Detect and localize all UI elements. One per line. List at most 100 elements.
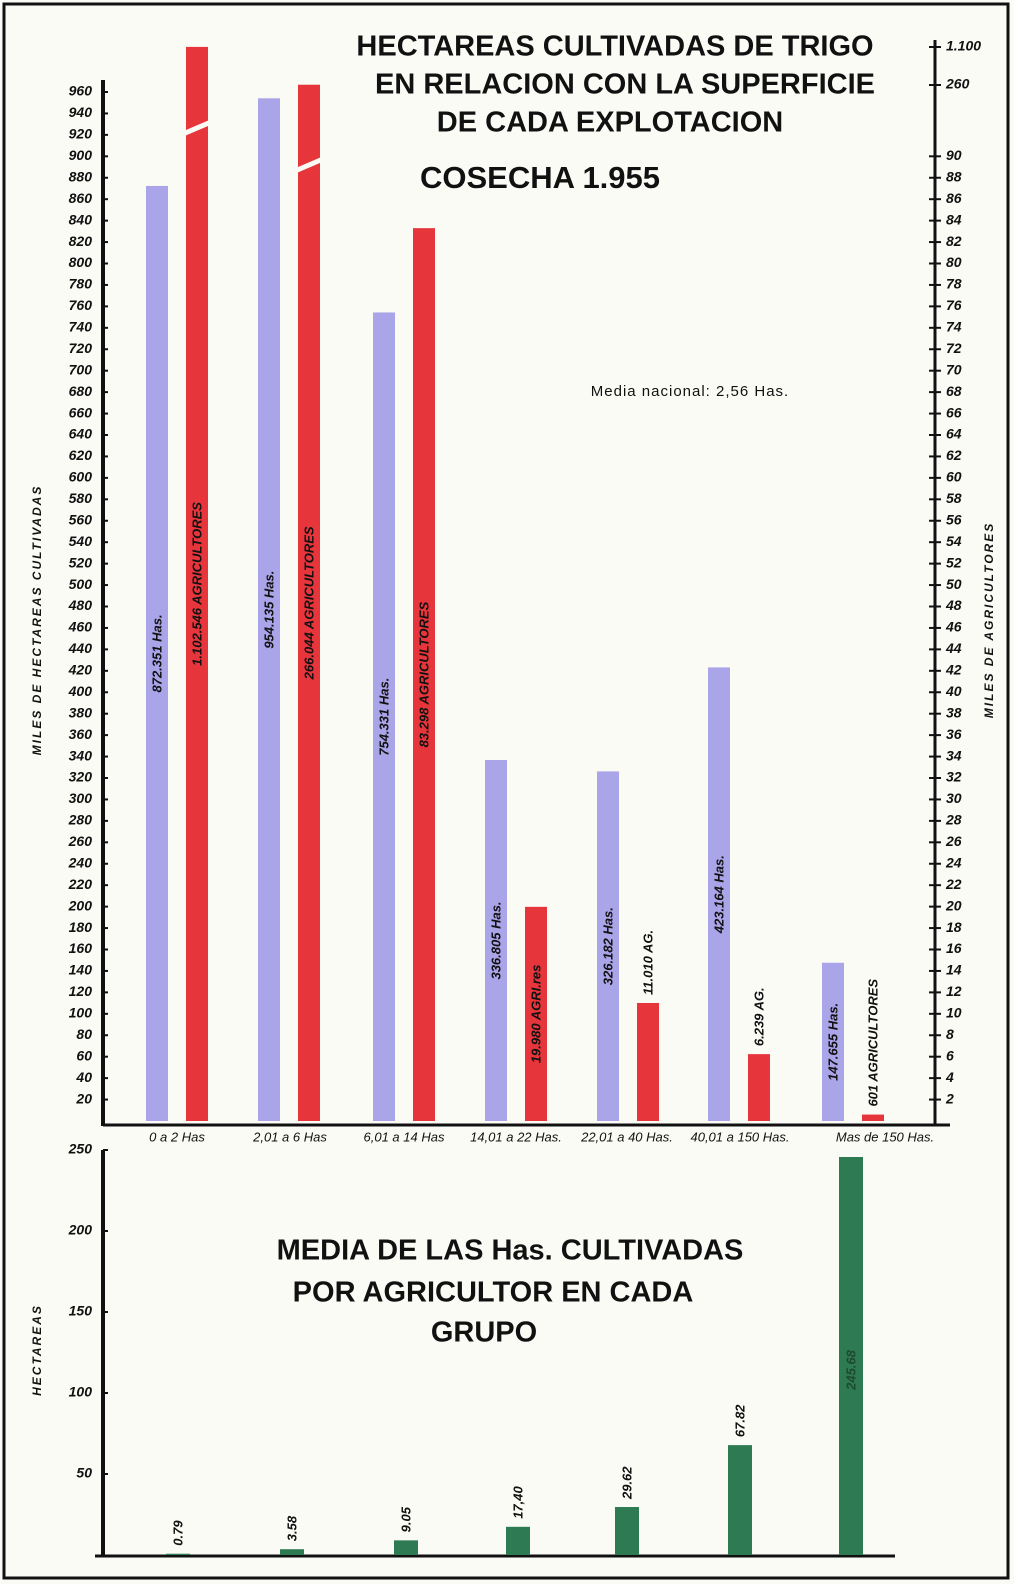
- y-tick-label: 440: [68, 640, 93, 656]
- bar: [597, 771, 619, 1121]
- y2-tick-label: 38: [946, 704, 962, 720]
- y2-tick-label: 68: [946, 383, 962, 399]
- y2-tick-label: 34: [946, 747, 962, 763]
- y2-tick-label: 90: [946, 147, 962, 163]
- y-tick-label: 20: [75, 1090, 92, 1106]
- value-label: 29.62: [619, 1466, 634, 1500]
- bar: [506, 1526, 530, 1555]
- y-tick-label: 250: [68, 1141, 93, 1157]
- y2-tick-label: 58: [946, 490, 962, 506]
- y-tick-label: 80: [76, 1026, 92, 1042]
- x-tick-label: 0 a 2 Has: [149, 1129, 205, 1144]
- y-tick-label: 340: [69, 747, 93, 763]
- y-axis-label: HECTAREAS: [30, 1304, 44, 1396]
- y2-tick-label: 44: [945, 640, 962, 656]
- y2-tick-label: 86: [946, 190, 962, 206]
- value-label: 9.05: [398, 1506, 413, 1532]
- y-tick-label: 160: [69, 940, 93, 956]
- axis-break: [294, 156, 324, 174]
- y-tick-label: 220: [68, 876, 93, 892]
- y-tick-label: 900: [69, 147, 93, 163]
- y2-tick-label: 50: [946, 576, 962, 592]
- title-line: HECTAREAS CULTIVADAS DE TRIGO: [356, 31, 873, 63]
- y-tick-label: 760: [69, 297, 93, 313]
- value-label: 17,40: [510, 1486, 525, 1519]
- y2-tick-label: 12: [946, 983, 962, 999]
- y-tick-label: 50: [76, 1465, 92, 1481]
- y-tick-label: 40: [75, 1069, 92, 1085]
- value-label: 423.164 Has.: [711, 855, 726, 934]
- value-label: 147.655 Has.: [825, 1003, 840, 1081]
- y2-tick-label: 14: [946, 962, 962, 978]
- value-label: 872.351 Has.: [149, 614, 164, 692]
- y-tick-label: 880: [69, 168, 93, 184]
- value-label: 954.135 Has.: [261, 571, 276, 649]
- y2-tick-label: 2: [945, 1090, 954, 1106]
- bar: [373, 312, 395, 1122]
- y2-tick-label: 260: [945, 76, 970, 92]
- y-tick-label: 700: [69, 361, 93, 377]
- y2-tick-label: 80: [946, 254, 962, 270]
- bar: [394, 1540, 418, 1555]
- value-label: 83.298 AGRICULTORES: [416, 601, 431, 747]
- y2-tick-label: 52: [946, 554, 962, 570]
- y-tick-label: 840: [69, 211, 93, 227]
- value-label: 336.805 Has.: [488, 901, 503, 979]
- y-tick-label: 260: [68, 833, 93, 849]
- y-axis-label: MILES DE HECTAREAS CULTIVADAS: [30, 485, 44, 756]
- y-tick-label: 180: [69, 919, 93, 935]
- y-tick-label: 420: [68, 662, 93, 678]
- y-tick-label: 120: [69, 983, 93, 999]
- y-tick-label: 960: [69, 83, 93, 99]
- y-tick-label: 60: [76, 1047, 92, 1063]
- y-tick-label: 820: [69, 233, 93, 249]
- y-tick-label: 240: [68, 854, 93, 870]
- y-tick-label: 150: [69, 1303, 93, 1319]
- y-tick-label: 480: [68, 597, 93, 613]
- y-tick-label: 140: [69, 962, 93, 978]
- title-line: EN RELACION CON LA SUPERFICIE: [375, 69, 875, 101]
- annotation: Media nacional: 2,56 Has.: [591, 383, 789, 400]
- y2-tick-label: 22: [945, 876, 962, 892]
- bar: [525, 906, 547, 1121]
- y-tick-label: 620: [69, 447, 93, 463]
- value-label: 245.68: [843, 1349, 858, 1391]
- bar: [258, 98, 280, 1121]
- y2-tick-label: 40: [945, 683, 962, 699]
- bar: [146, 185, 168, 1121]
- y-tick-label: 740: [69, 319, 93, 335]
- y2-tick-label: 78: [946, 276, 962, 292]
- y2-tick-label: 66: [946, 404, 962, 420]
- y2-tick-label: 54: [946, 533, 962, 549]
- y-tick-label: 580: [69, 490, 93, 506]
- y-tick-label: 540: [69, 533, 93, 549]
- y-tick-label: 320: [69, 769, 93, 785]
- y-tick-label: 400: [68, 683, 93, 699]
- y2-tick-label: 18: [946, 919, 962, 935]
- y2-tick-label: 56: [946, 511, 962, 527]
- y-tick-label: 560: [69, 511, 93, 527]
- y-tick-label: 460: [68, 619, 93, 635]
- bar: [298, 84, 320, 1122]
- title-line: DE CADA EXPLOTACION: [437, 107, 783, 139]
- bar: [280, 1549, 304, 1555]
- y2-tick-label: 82: [946, 233, 962, 249]
- bar: [822, 962, 844, 1121]
- x-tick-label: 14,01 a 22 Has.: [470, 1129, 562, 1144]
- y-tick-label: 520: [69, 554, 93, 570]
- bar: [839, 1156, 863, 1555]
- y-tick-label: 860: [69, 190, 93, 206]
- subtitle: COSECHA 1.955: [420, 160, 660, 195]
- bar: [485, 759, 507, 1121]
- y-tick-label: 500: [69, 576, 93, 592]
- y-tick-label: 100: [69, 1005, 93, 1021]
- x-tick-label: 40,01 a 150 Has.: [690, 1129, 789, 1144]
- y2-tick-label: 28: [945, 812, 962, 828]
- y-tick-label: 200: [68, 1222, 93, 1238]
- y2-tick-label: 46: [945, 619, 962, 635]
- value-label: 326.182 Has.: [600, 907, 615, 985]
- title-line: GRUPO: [431, 1317, 537, 1349]
- bar: [748, 1054, 770, 1121]
- y2-tick-label: 70: [946, 361, 962, 377]
